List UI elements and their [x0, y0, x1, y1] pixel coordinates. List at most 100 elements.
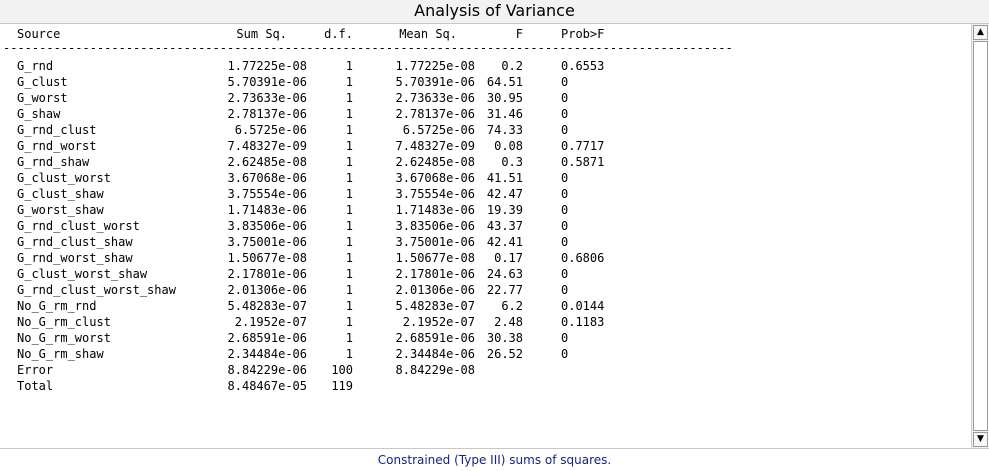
cell-mean-sq: 3.83506e-06: [395, 219, 475, 233]
cell-prob: 0: [561, 187, 569, 201]
cell-prob: 0: [561, 283, 569, 297]
cell-df: 1: [345, 283, 353, 297]
header-mean-sq: Mean Sq.: [399, 27, 457, 41]
cell-f: 22.77: [486, 283, 523, 297]
table-row: G_rnd_clust_worst_shaw 2.01306e-06 1 2.0130…: [0, 282, 970, 298]
cell-df: 1: [345, 75, 353, 89]
cell-prob: 0: [561, 203, 569, 217]
cell-mean-sq: 2.68591e-06: [395, 331, 475, 345]
cell-df: 1: [345, 187, 353, 201]
header-source: Source: [17, 27, 61, 41]
cell-sum-sq: 2.1952e-07: [234, 315, 307, 329]
cell-f: 26.52: [486, 347, 523, 361]
scrollbar-thumb[interactable]: [973, 41, 988, 431]
cell-df: 1: [345, 235, 353, 249]
cell-sum-sq: 8.84229e-06: [227, 363, 307, 377]
cell-df: 1: [345, 203, 353, 217]
cell-prob: 0.0144: [561, 299, 605, 313]
cell-f: 43.37: [486, 219, 523, 233]
cell-df: 1: [345, 315, 353, 329]
cell-f: 0.08: [494, 139, 523, 153]
cell-sum-sq: 2.62485e-08: [227, 155, 307, 169]
cell-df: 1: [345, 107, 353, 121]
cell-sum-sq: 3.83506e-06: [227, 219, 307, 233]
cell-source: G_worst_shaw: [17, 203, 104, 217]
cell-df: 1: [345, 331, 353, 345]
table-row: G_rnd_clust_shaw 3.75001e-06 1 3.75001e-06 4…: [0, 234, 970, 250]
cell-source: G_rnd_clust_worst: [17, 219, 140, 233]
cell-mean-sq: 3.75554e-06: [395, 187, 475, 201]
cell-sum-sq: 7.48327e-09: [227, 139, 307, 153]
cell-f: 19.39: [486, 203, 523, 217]
cell-source: G_clust_worst_shaw: [17, 267, 148, 281]
cell-f: 64.51: [486, 75, 523, 89]
table-row: G_rnd_worst 7.48327e-09 1 7.48327e-09 0.08 0.…: [0, 138, 970, 154]
table-header-row: Source Sum Sq. d.f. Mean Sq. F Prob>F: [0, 26, 970, 42]
cell-source: G_rnd_worst: [17, 139, 97, 153]
cell-mean-sq: 6.5725e-06: [402, 123, 475, 137]
cell-mean-sq: 2.62485e-08: [395, 155, 475, 169]
cell-mean-sq: 2.17801e-06: [395, 267, 475, 281]
header-divider: ----------------------------------------…: [3, 41, 733, 55]
cell-source: G_rnd_clust_worst_shaw: [17, 283, 176, 297]
cell-df: 1: [345, 139, 353, 153]
cell-source: G_worst: [17, 91, 68, 105]
cell-sum-sq: 2.01306e-06: [227, 283, 307, 297]
cell-source: G_rnd_shaw: [17, 155, 90, 169]
anova-table: Source Sum Sq. d.f. Mean Sq. F Prob>F --…: [0, 24, 970, 448]
cell-sum-sq: 3.75001e-06: [227, 235, 307, 249]
cell-df: 1: [345, 123, 353, 137]
cell-mean-sq: 1.71483e-06: [395, 203, 475, 217]
cell-sum-sq: 1.50677e-08: [227, 251, 307, 265]
cell-df: 1: [345, 171, 353, 185]
cell-f: 42.47: [486, 187, 523, 201]
cell-f: 42.41: [486, 235, 523, 249]
table-row: G_shaw 2.78137e-06 1 2.78137e-06 31.46 0: [0, 106, 970, 122]
cell-f: 0.2: [501, 59, 523, 73]
cell-sum-sq: 2.68591e-06: [227, 331, 307, 345]
cell-prob: 0: [561, 91, 569, 105]
cell-df: 119: [331, 379, 353, 393]
cell-f: 0.17: [494, 251, 523, 265]
cell-source: G_clust: [17, 75, 68, 89]
table-row: Error 8.84229e-06 100 8.84229e-08: [0, 362, 970, 378]
cell-mean-sq: 2.01306e-06: [395, 283, 475, 297]
cell-df: 1: [345, 155, 353, 169]
up-arrow-icon[interactable]: ▲: [973, 25, 988, 40]
cell-f: 30.38: [486, 331, 523, 345]
cell-f: 31.46: [486, 107, 523, 121]
vertical-scrollbar[interactable]: ▲ ▼: [971, 24, 988, 448]
table-row: G_worst_shaw 1.71483e-06 1 1.71483e-06 19.39…: [0, 202, 970, 218]
down-arrow-icon[interactable]: ▼: [973, 432, 988, 447]
cell-prob: 0: [561, 123, 569, 137]
table-row: G_rnd_clust_worst 3.83506e-06 1 3.83506e-06…: [0, 218, 970, 234]
cell-source: G_clust_worst: [17, 171, 111, 185]
cell-mean-sq: 8.84229e-08: [395, 363, 475, 377]
cell-df: 1: [345, 91, 353, 105]
cell-mean-sq: 3.67068e-06: [395, 171, 475, 185]
table-row: No_G_rm_clust 2.1952e-07 1 2.1952e-07 2.48 0.…: [0, 314, 970, 330]
cell-sum-sq: 2.73633e-06: [227, 91, 307, 105]
cell-f: 74.33: [486, 123, 523, 137]
cell-sum-sq: 3.75554e-06: [227, 187, 307, 201]
table-row: No_G_rm_shaw 2.34484e-06 1 2.34484e-06 26.52…: [0, 346, 970, 362]
cell-df: 1: [345, 299, 353, 313]
anova-table-panel[interactable]: Source Sum Sq. d.f. Mean Sq. F Prob>F --…: [0, 24, 989, 449]
header-f: F: [515, 27, 523, 41]
table-row: G_clust_worst_shaw 2.17801e-06 1 2.17801e-0…: [0, 266, 970, 282]
cell-f: 30.95: [486, 91, 523, 105]
cell-df: 1: [345, 251, 353, 265]
cell-df: 1: [345, 59, 353, 73]
table-row: G_clust_shaw 3.75554e-06 1 3.75554e-06 42.47…: [0, 186, 970, 202]
header-prob: Prob>F: [561, 27, 605, 41]
table-row: No_G_rm_rnd 5.48283e-07 1 5.48283e-07 6.2 0.0…: [0, 298, 970, 314]
cell-sum-sq: 6.5725e-06: [234, 123, 307, 137]
cell-prob: 0: [561, 347, 569, 361]
cell-prob: 0: [561, 235, 569, 249]
cell-f: 0.3: [501, 155, 523, 169]
table-row: G_clust 5.70391e-06 1 5.70391e-06 64.51 0: [0, 74, 970, 90]
cell-df: 1: [345, 347, 353, 361]
cell-prob: 0: [561, 219, 569, 233]
cell-source: G_rnd: [17, 59, 54, 73]
cell-mean-sq: 2.34484e-06: [395, 347, 475, 361]
